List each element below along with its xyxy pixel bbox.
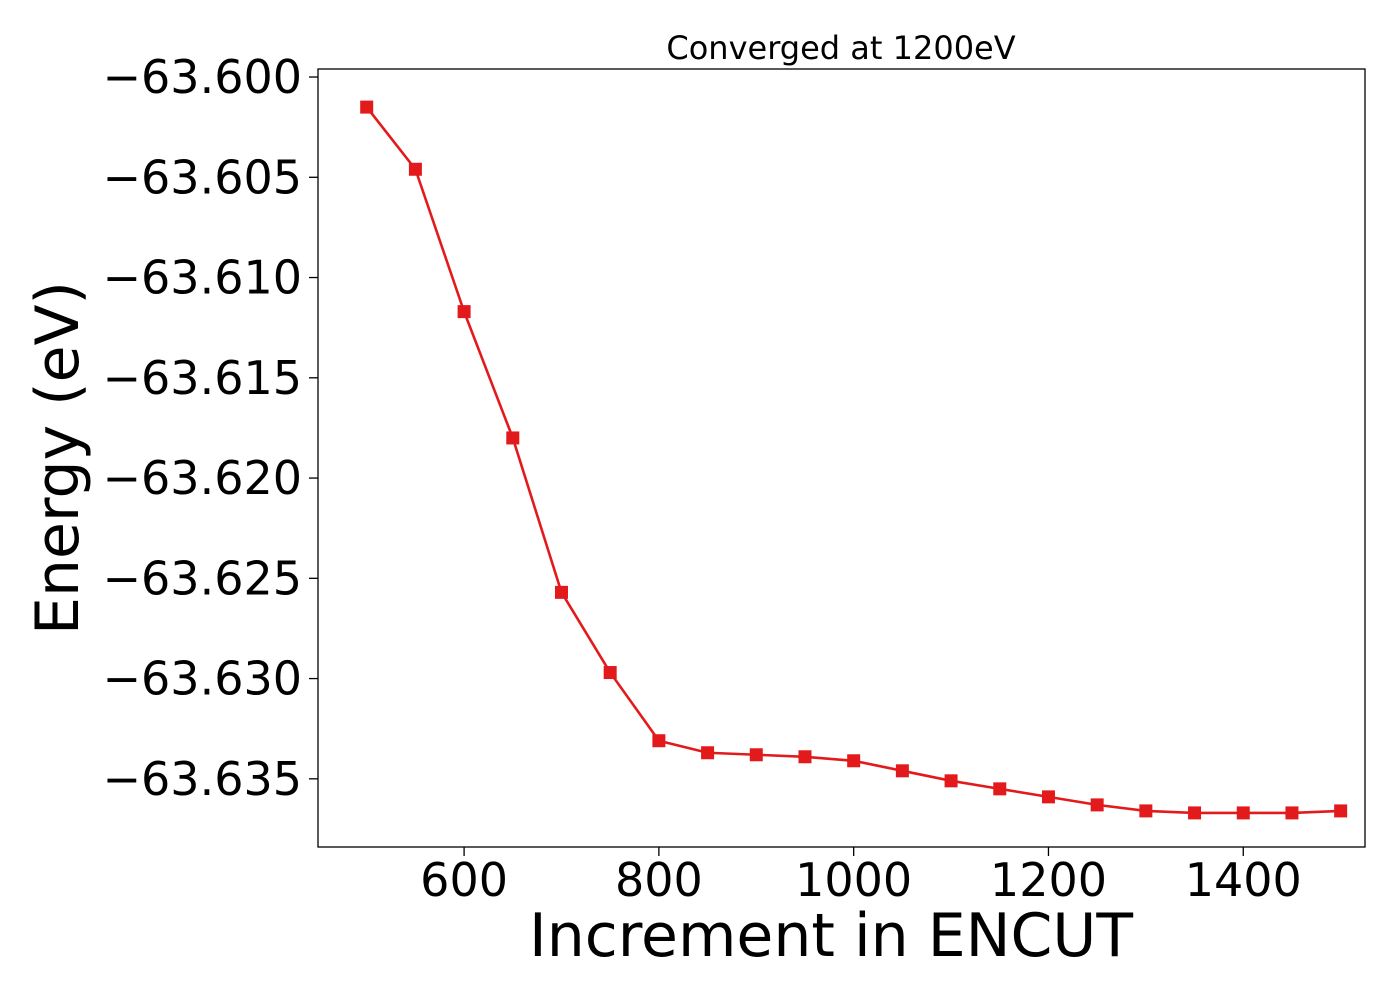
y-tick-label: −63.600 [103, 50, 303, 104]
data-point-marker [506, 431, 520, 445]
y-tick-label: −63.630 [103, 652, 303, 706]
data-point-marker [1041, 790, 1055, 804]
y-tick-label: −63.635 [103, 752, 303, 806]
chart-title: Converged at 1200eV [666, 29, 1015, 67]
data-point-marker [993, 782, 1007, 796]
y-axis: −63.600 −63.605 −63.610 −63.615 −63.620 −63.6… [103, 50, 318, 806]
axes-frame [317, 68, 1366, 848]
data-point-marker [1188, 806, 1202, 820]
data-point-marker [457, 305, 471, 319]
y-tick-label: −63.605 [103, 150, 303, 204]
data-point-marker [1090, 798, 1104, 812]
y-tick-label: −63.615 [103, 351, 303, 405]
y-tick-label: −63.610 [103, 251, 303, 305]
data-point-marker [895, 764, 909, 778]
data-point-marker [1139, 804, 1153, 818]
y-tick-label: −63.620 [103, 451, 303, 505]
data-point-marker [944, 774, 958, 788]
data-point-marker [603, 666, 617, 680]
data-point-marker [360, 100, 374, 114]
x-tick-label: 1200 [990, 853, 1107, 907]
plot-area [360, 100, 1348, 820]
x-tick-label: 1400 [1185, 853, 1302, 907]
data-point-marker [652, 734, 666, 748]
y-axis-label: Energy (eV) [23, 281, 93, 635]
data-point-marker [1334, 804, 1348, 818]
data-point-marker [1236, 806, 1250, 820]
data-point-marker [408, 162, 422, 176]
x-tick-label: 800 [615, 853, 703, 907]
x-axis: 600 800 1000 1200 1400 [420, 847, 1302, 907]
x-tick-label: 600 [420, 853, 508, 907]
data-point-marker [1285, 806, 1299, 820]
data-point-marker [749, 748, 763, 762]
y-tick-label: −63.625 [103, 551, 303, 605]
data-point-marker [701, 746, 715, 760]
series-line [365, 106, 1341, 815]
data-point-marker [554, 585, 568, 599]
x-axis-label: Increment in ENCUT [529, 901, 1133, 971]
data-point-marker [847, 754, 861, 768]
x-tick-label: 1000 [795, 853, 912, 907]
data-point-marker [798, 750, 812, 764]
